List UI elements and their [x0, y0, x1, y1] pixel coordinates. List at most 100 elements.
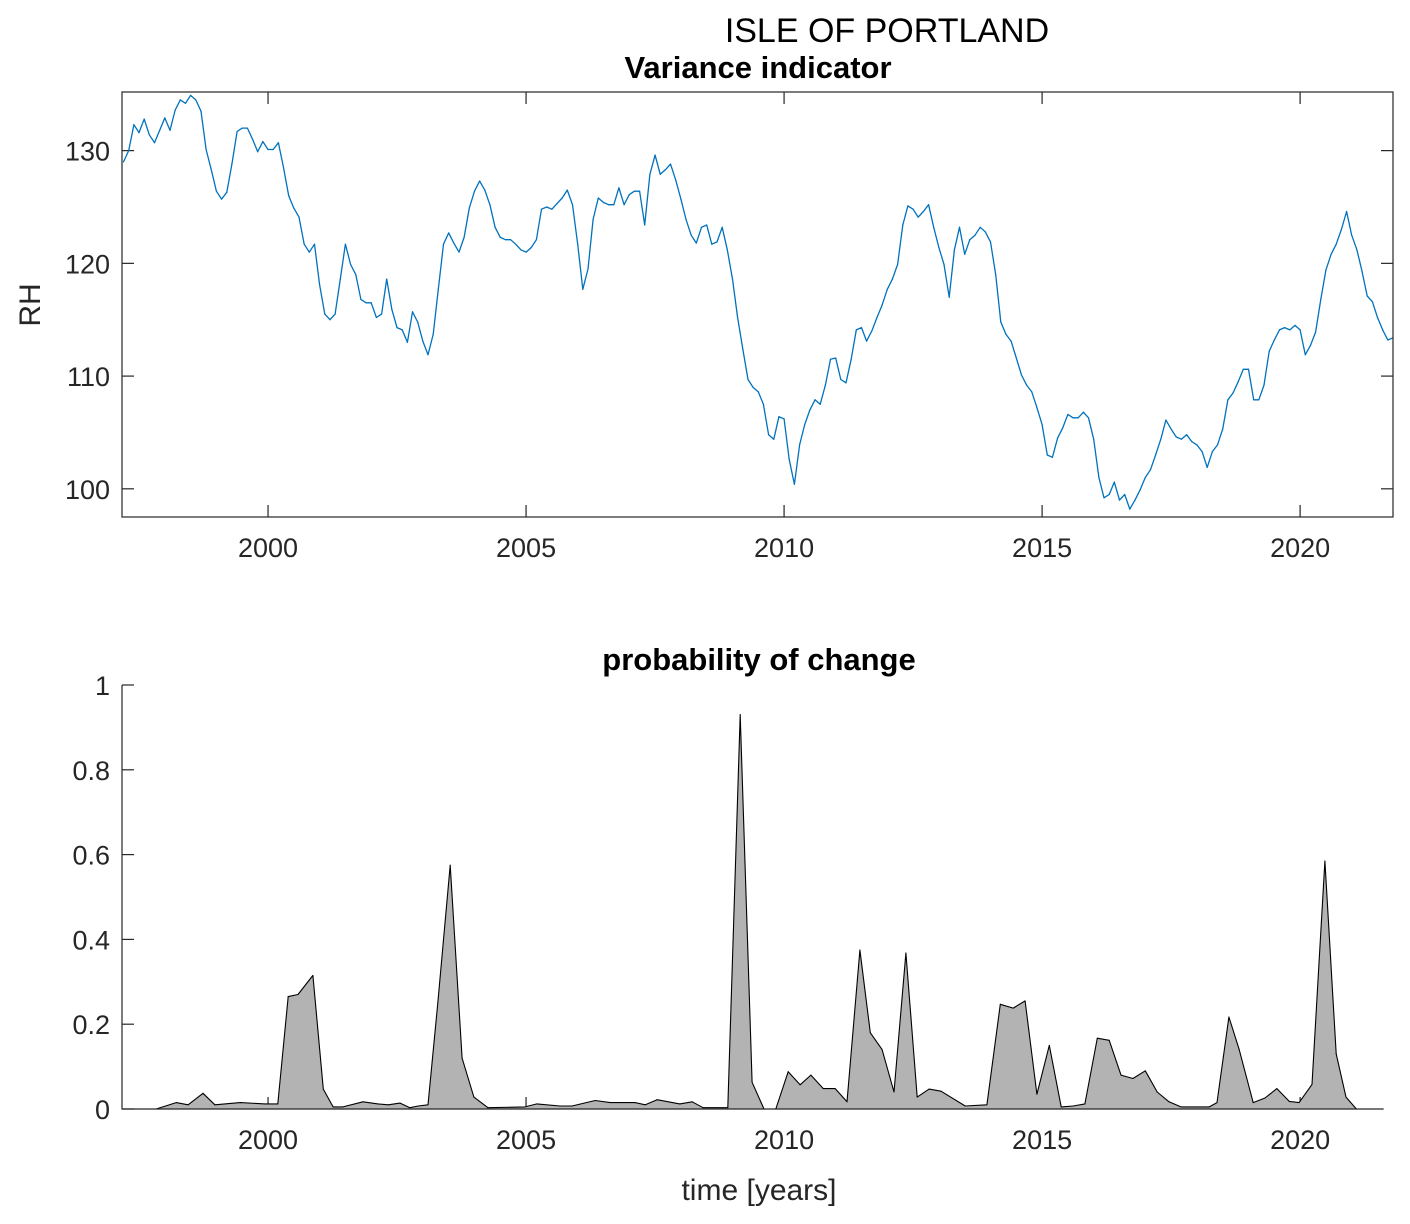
rh-data-point	[143, 118, 145, 120]
x-axis-label: time [years]	[681, 1174, 836, 1207]
probability-data-point	[277, 1103, 279, 1105]
probability-data-point	[449, 864, 451, 866]
probability-data-point	[1345, 1096, 1347, 1098]
rh-data-point	[1351, 234, 1353, 236]
rh-data-point	[1345, 210, 1348, 213]
rh-data-point	[380, 313, 383, 315]
variance-indicator-title: Variance indicator	[624, 50, 891, 85]
rh-data-point	[633, 190, 636, 192]
probability-data-point	[437, 1002, 439, 1004]
rh-data-point	[1077, 417, 1079, 419]
probability-data-point	[1072, 1105, 1074, 1107]
rh-data-point	[974, 234, 976, 236]
probability-title: probability of change	[602, 642, 915, 677]
probability-data-point	[1156, 1091, 1158, 1093]
rh-data-point	[370, 302, 372, 304]
rh-data-point	[613, 204, 615, 206]
rh-data-point	[871, 330, 873, 332]
rh-data-point	[1087, 417, 1090, 419]
rh-data-point	[1335, 243, 1337, 245]
probability-data-point	[1228, 1016, 1230, 1018]
y-tick-label: 0.2	[72, 1010, 110, 1040]
rh-data-point	[664, 169, 666, 171]
rh-data-point	[747, 378, 749, 381]
rh-data-point	[1103, 497, 1105, 499]
rh-data-point	[1020, 374, 1023, 376]
rh-data-point	[1175, 436, 1177, 438]
probability-data-point	[1264, 1097, 1266, 1099]
rh-data-point	[762, 403, 765, 405]
rh-data-point	[1165, 419, 1167, 421]
rh-data-point	[1098, 476, 1100, 479]
rh-data-point	[530, 246, 532, 249]
probability-data-point	[287, 996, 289, 998]
rh-data-point	[561, 197, 563, 199]
probability-area	[121, 714, 1384, 1110]
rh-data-point	[860, 327, 863, 329]
rh-data-point	[448, 232, 450, 234]
rh-data-point	[1232, 392, 1234, 394]
probability-data-point	[594, 1100, 596, 1102]
rh-data-point	[1082, 411, 1084, 413]
probability-data-point	[487, 1107, 489, 1109]
rh-data-point	[1366, 295, 1368, 297]
rh-data-point	[1278, 329, 1281, 331]
rh-data-point	[592, 218, 594, 220]
probability-data-point	[787, 1071, 789, 1073]
rh-data-point	[902, 224, 904, 226]
rh-data-point	[1309, 345, 1312, 347]
rh-data-point	[922, 210, 925, 213]
rh-data-point	[1031, 391, 1033, 393]
rh-data-point	[468, 207, 470, 209]
rh-data-point	[721, 226, 723, 228]
rh-data-point	[329, 319, 331, 321]
rh-data-point	[964, 253, 966, 255]
rh-data-point	[1046, 454, 1048, 456]
rh-data-point	[128, 150, 130, 152]
probability-data-point	[571, 1105, 573, 1107]
probability-data-point	[691, 1101, 693, 1103]
rh-data-point	[979, 226, 981, 228]
probability-data-point	[881, 1049, 883, 1051]
probability-data-point	[417, 1105, 419, 1107]
rh-data-point	[1062, 427, 1064, 429]
probability-data-point	[702, 1107, 704, 1109]
rh-data-point	[236, 130, 238, 133]
rh-data-point	[1314, 331, 1317, 333]
rh-data-point	[675, 179, 677, 181]
rh-data-point	[520, 249, 522, 251]
probability-data-point	[859, 949, 861, 951]
probability-data-point	[1144, 1070, 1146, 1072]
rh-data-point	[757, 391, 759, 393]
rh-data-point	[391, 308, 393, 311]
probability-data-point	[175, 1102, 177, 1104]
rh-data-point	[324, 313, 326, 315]
rh-data-point	[551, 208, 553, 210]
rh-data-point	[933, 226, 935, 228]
probability-data-point	[834, 1088, 836, 1090]
rh-data-point	[809, 409, 811, 411]
probability-data-point	[1216, 1102, 1218, 1104]
rh-data-point	[215, 190, 218, 192]
rh-data-point	[1330, 253, 1332, 255]
rh-data-point	[819, 403, 821, 405]
rh-data-point	[1015, 357, 1017, 359]
probability-data-point	[239, 1102, 241, 1104]
probability-data-point	[1335, 1053, 1337, 1055]
rh-data-point	[824, 384, 826, 386]
rh-data-point	[442, 243, 445, 245]
probability-data-point	[905, 952, 907, 954]
rh-data-point	[773, 438, 775, 440]
rh-data-point	[659, 173, 661, 175]
y-tick-label: 0.8	[72, 756, 110, 786]
rh-data-point	[344, 243, 347, 245]
rh-data-point	[1139, 489, 1141, 491]
rh-data-point	[984, 231, 986, 233]
x-tick-label: 2005	[496, 533, 556, 563]
rh-data-point	[1273, 339, 1275, 341]
rh-data-point	[587, 268, 589, 270]
rh-data-point	[1093, 438, 1095, 440]
probability-data-point	[1060, 1106, 1062, 1108]
rh-data-point	[1144, 476, 1146, 479]
probability-data-point	[362, 1101, 364, 1103]
